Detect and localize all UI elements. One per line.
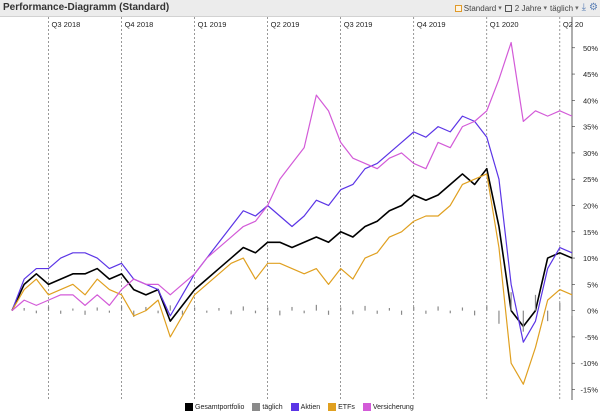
preset-dropdown[interactable]: Standard ▾ [454,3,502,13]
y-tick-label: 45% [583,70,598,79]
y-tick-label: -15% [580,385,598,394]
period-label: 2 Jahre [514,3,542,13]
chart-legend: Gesamtportfolio täglich Aktien ETFs Versiche… [185,403,414,411]
calendar-button[interactable] [504,4,512,12]
title-bar: Performance-Diagramm (Standard) Standard… [0,0,600,17]
legend-swatch [290,403,299,411]
y-tick-label: -10% [580,359,598,368]
legend-item[interactable]: Gesamtportfolio [185,403,244,411]
legend-item[interactable]: ETFs [328,403,355,411]
y-tick-label: 10% [583,254,598,263]
quarter-label: Q4 2019 [417,20,446,29]
legend-item[interactable]: täglich [252,403,283,411]
series-line-versicherung [11,41,573,312]
legend-swatch [362,403,371,411]
download-icon: ⤓ [581,2,587,13]
y-tick-label: -5% [585,333,599,342]
y-tick-label: 35% [583,123,598,132]
y-tick-label: 30% [583,149,598,158]
y-tick-label: 0% [587,307,598,316]
quarter-label: Q4 2018 [125,20,154,29]
legend-label: Versicherung [372,403,414,411]
legend-swatch [328,403,337,411]
y-tick-label: 25% [583,175,598,184]
series-line-gesamtportfolio [11,167,573,328]
interval-dropdown[interactable]: täglich ▾ [550,4,579,13]
quarter-label: Q3 2019 [344,20,373,29]
legend-item[interactable]: Aktien [290,403,321,411]
calendar-icon [504,4,512,12]
legend-swatch [185,403,193,411]
series-line-etfs [11,173,573,385]
chart-title: Performance-Diagramm (Standard) [3,2,170,13]
y-tick-label: 40% [583,96,598,105]
preset-icon [454,4,462,12]
chevron-down-icon: ▾ [543,5,547,12]
y-tick-label: 15% [583,228,598,237]
legend-label: täglich [262,403,283,411]
legend-swatch [252,403,261,411]
settings-button[interactable]: ⚙ [589,3,598,13]
y-tick-label: 50% [583,44,598,53]
quarter-label: Q2 2019 [271,20,300,29]
chevron-down-icon: ▾ [498,5,502,12]
y-tick-label: 20% [583,201,598,210]
performance-chart: Q3 2018 Q4 2018 Q1 2019 Q2 2019 Q3 2019 Q4 20… [11,17,599,400]
period-dropdown[interactable]: 2 Jahre ▾ [515,4,547,13]
quarter-label: Q3 2018 [52,20,81,29]
legend-label: ETFs [338,403,355,411]
quarter-label: Q1 2020 [490,20,519,29]
y-tick-label: 5% [587,280,598,289]
chevron-down-icon: ▾ [575,5,579,12]
series-line-aktien [11,115,573,343]
gear-icon: ⚙ [589,2,598,13]
quarter-label: Q1 2019 [198,20,227,29]
legend-label: Gesamtportfolio [195,403,245,411]
legend-label: Aktien [300,403,321,411]
interval-label: täglich [549,3,574,13]
preset-label: Standard [463,3,497,13]
toolbar: Standard ▾ 2 Jahre ▾ täglich ▾ ⤓ ⚙ [454,1,598,15]
legend-item[interactable]: Versicherung [362,403,414,411]
quarter-label: Q2 20 [563,20,583,29]
download-button[interactable]: ⤓ [582,3,586,13]
